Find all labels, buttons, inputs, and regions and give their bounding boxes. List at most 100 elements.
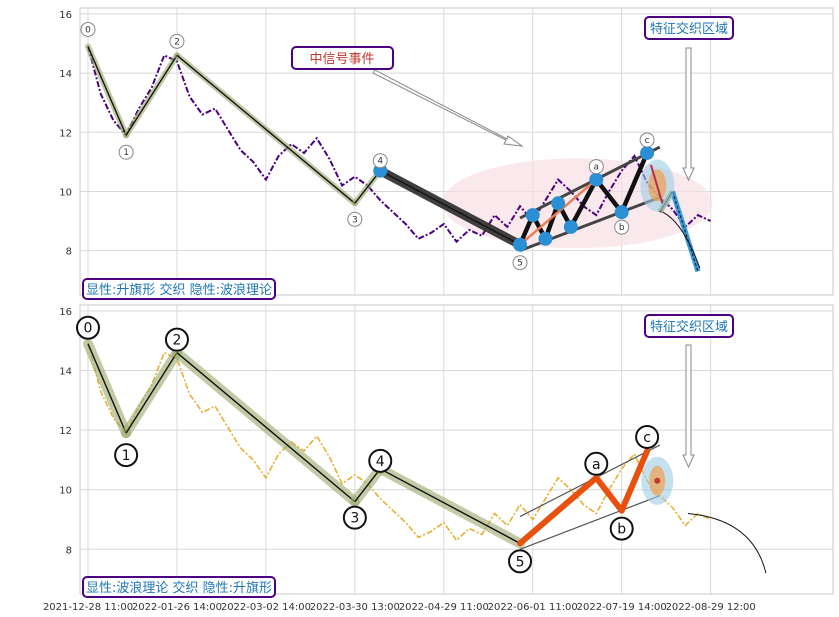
- wave-label-text: 2: [172, 333, 181, 349]
- y-tick-label: 8: [66, 545, 72, 556]
- abc-segment: [618, 447, 651, 514]
- wave-label-text: 3: [352, 215, 358, 225]
- x-tick-label: 2022-01-26 14:00: [132, 602, 222, 613]
- feature-red-arrow: [649, 164, 664, 204]
- abc-label-text: b: [617, 522, 626, 538]
- wave-label-circle: [80, 21, 96, 37]
- flag-point-marker: [640, 145, 655, 160]
- plot-frame: [79, 304, 834, 595]
- flag-point-marker: [589, 172, 604, 187]
- flag-segment: [619, 150, 650, 215]
- y-tick-label: 12: [59, 426, 72, 437]
- abc-label-text: a: [594, 163, 600, 173]
- flag-point-marker: [538, 231, 553, 246]
- feature-zone-label: 特征交织区域: [650, 319, 728, 335]
- abc-label-circle: [588, 159, 604, 175]
- channel-upper-line: [519, 145, 661, 220]
- abc-label-text: c: [643, 430, 651, 446]
- wave-label-text: 4: [377, 157, 383, 167]
- wave-label-text: 2: [174, 37, 180, 47]
- y-tick-label: 10: [59, 486, 72, 497]
- zone-ellipse: [442, 158, 713, 249]
- wave-line: [354, 468, 381, 503]
- pattern-label: 显性:升旗形 交织 隐性:波浪理论: [86, 282, 272, 298]
- wave-label-circle: [512, 255, 528, 271]
- flag-point-marker: [614, 205, 629, 220]
- wave-line: [125, 352, 178, 434]
- flag-segment: [568, 177, 599, 230]
- feature-label-box: [644, 16, 734, 40]
- x-tick-label: 2022-08-29 12:00: [666, 602, 756, 613]
- abc-label-circle: [609, 516, 634, 541]
- signal-arrow: [372, 69, 524, 147]
- wave-line: [176, 352, 356, 503]
- signal-label: 中信号事件: [309, 52, 374, 67]
- x-tick-label: 2022-03-30 13:00: [310, 602, 400, 613]
- price-series-line: [87, 343, 711, 542]
- wave-label-circle: [118, 144, 134, 160]
- abc-label-circle: [584, 451, 609, 476]
- abc-label-text: b: [619, 223, 625, 233]
- wave-label-text: 5: [516, 554, 525, 570]
- wave-label-circle: [169, 33, 185, 49]
- abc-label-text: c: [645, 136, 650, 146]
- signal-label-box: [291, 46, 394, 70]
- feature-zone-label: 特征交织区域: [650, 21, 728, 37]
- flag-point-marker: [513, 237, 528, 252]
- wave-label-text: 5: [517, 259, 523, 269]
- abc-label-circle: [639, 132, 655, 148]
- x-tick-label: 2021-12-28 11:00: [43, 602, 133, 613]
- wave-label-circle: [372, 153, 388, 169]
- wave-label-circle: [342, 505, 367, 530]
- feature-arrow: [682, 47, 695, 182]
- y-tick-label: 16: [59, 307, 72, 318]
- flag-point-marker: [563, 219, 578, 234]
- pattern-label-box: [82, 278, 276, 300]
- y-tick-label: 10: [59, 187, 72, 198]
- abc-label-circle: [635, 424, 660, 449]
- wave-line: [379, 170, 521, 246]
- x-tick-label: 2022-07-19 14:00: [577, 602, 667, 613]
- abc-segment: [517, 474, 600, 547]
- forecast-arc: [687, 513, 767, 574]
- x-tick-label: 2022-06-01 11:00: [488, 602, 578, 613]
- y-tick-label: 8: [66, 247, 72, 258]
- wave-label-text: 0: [84, 321, 93, 337]
- wave-label-text: 1: [122, 448, 131, 464]
- wave-label-circle: [508, 549, 533, 574]
- wave-label-text: 0: [85, 25, 91, 35]
- x-tick-label: 2022-04-29 11:00: [399, 602, 489, 613]
- channel-lower-line: [519, 495, 661, 550]
- pattern-label: 显性:波浪理论 交织 隐性:升旗形: [86, 580, 272, 596]
- wave-label-text: 4: [376, 454, 385, 470]
- wave-label-circle: [114, 443, 139, 468]
- abc-label-text: a: [592, 457, 601, 473]
- y-tick-label: 12: [59, 128, 72, 139]
- wave-label-text: 1: [123, 148, 129, 158]
- wave-line: [87, 46, 127, 136]
- wave-line: [87, 343, 127, 434]
- wave-label-circle: [164, 327, 189, 352]
- wave-line: [176, 54, 356, 204]
- pattern-label-box: [82, 576, 276, 598]
- forecast-down-line: [672, 191, 699, 272]
- feature-arrow: [682, 344, 695, 469]
- y-tick-label: 14: [59, 69, 72, 80]
- wave-line: [125, 54, 178, 136]
- abc-label-circle: [614, 219, 630, 235]
- forecast-arc: [662, 211, 701, 269]
- wave-label-circle: [368, 448, 393, 473]
- flag-point-marker: [551, 196, 566, 211]
- y-tick-label: 14: [59, 367, 72, 378]
- plot-frame: [79, 7, 834, 296]
- abc-segment: [593, 474, 625, 514]
- wave-label-text: 3: [350, 511, 359, 527]
- flag-trend-line: [519, 178, 598, 246]
- flag-point-marker: [525, 208, 540, 223]
- feature-dot: [654, 477, 661, 484]
- y-tick-label: 16: [59, 10, 72, 21]
- feature-label-box: [644, 314, 734, 338]
- x-tick-label: 2022-03-02 14:00: [221, 602, 311, 613]
- wave-label-circle: [347, 211, 363, 227]
